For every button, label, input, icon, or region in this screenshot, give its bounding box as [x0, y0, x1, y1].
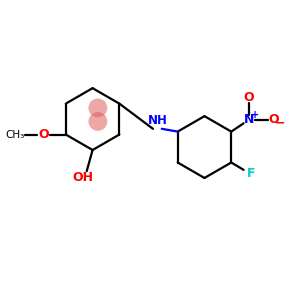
- Text: NH: NH: [148, 114, 168, 127]
- Text: F: F: [247, 167, 256, 180]
- Text: +: +: [251, 110, 259, 120]
- Text: −: −: [275, 116, 286, 129]
- Text: O: O: [244, 91, 254, 104]
- Circle shape: [88, 98, 107, 117]
- Text: CH₃: CH₃: [5, 130, 25, 140]
- Text: N: N: [244, 113, 254, 126]
- Text: O: O: [38, 128, 49, 141]
- Text: O: O: [268, 113, 279, 126]
- Circle shape: [88, 112, 107, 131]
- Text: OH: OH: [73, 171, 94, 184]
